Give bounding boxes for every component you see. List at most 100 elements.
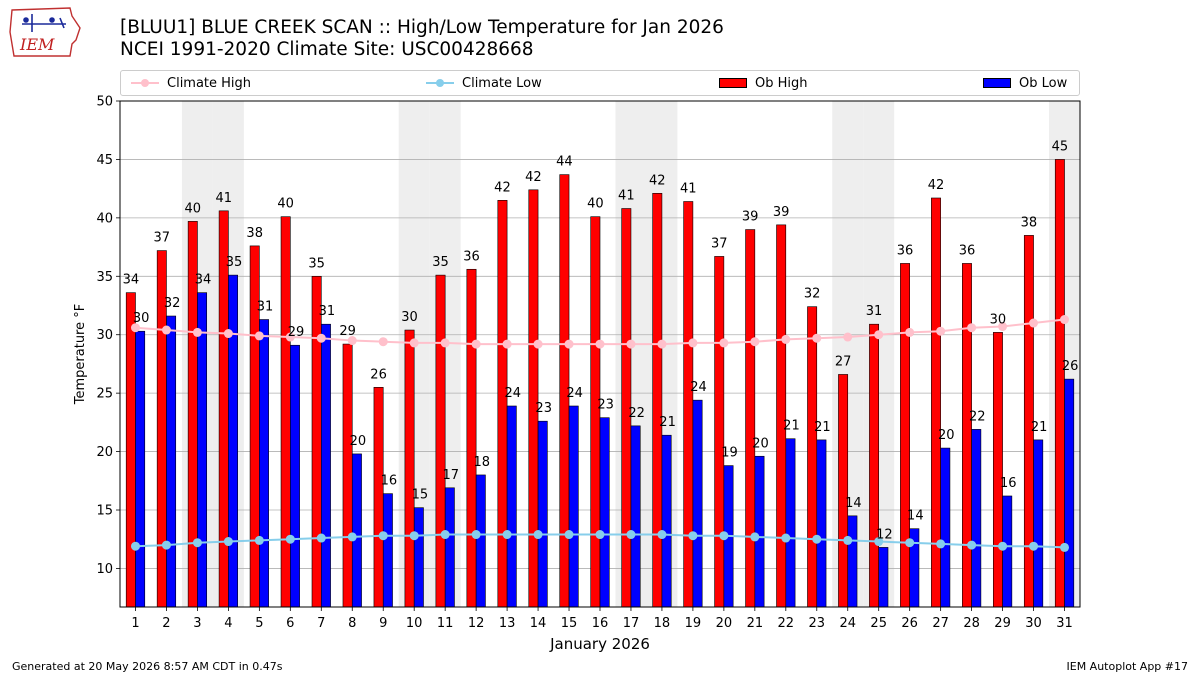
- climate-low-point: [347, 532, 357, 542]
- y-tick-label: 15: [96, 504, 113, 519]
- climate-low-point: [781, 533, 791, 543]
- chart-title: [BLUU1] BLUE CREEK SCAN :: High/Low Temp…: [120, 17, 724, 38]
- ob-high-label: 44: [556, 155, 573, 170]
- ob-high-label: 31: [866, 304, 883, 319]
- ob-high-bar: [342, 343, 353, 608]
- ob-high-bar: [373, 387, 384, 608]
- x-tick-label: 25: [870, 616, 887, 631]
- x-tick-label: 9: [379, 616, 387, 631]
- ob-high-bar: [900, 263, 910, 608]
- climate-high-point: [874, 330, 884, 340]
- climate-low-point: [502, 530, 512, 540]
- ob-high-bar: [962, 263, 972, 608]
- x-tick-label: 22: [778, 616, 795, 631]
- climate-low-point: [936, 539, 946, 549]
- x-tick-label: 24: [839, 616, 856, 631]
- ob-high-label: 38: [1021, 215, 1038, 230]
- ob-high-bar: [869, 323, 880, 608]
- ob-low-label: 22: [969, 409, 986, 424]
- climate-high-point: [409, 338, 419, 348]
- iem-logo-text: IEM: [19, 35, 55, 54]
- climate-high-line-icon: [131, 79, 159, 87]
- iowa-state-outline: [9, 7, 81, 57]
- climate-high-point: [378, 337, 388, 347]
- ob-low-label: 24: [690, 380, 707, 395]
- autoplot-app-label: IEM Autoplot App #17: [1066, 660, 1189, 673]
- climate-low-point: [378, 531, 388, 541]
- legend-label-climate-low: Climate Low: [462, 75, 542, 91]
- climate-high-point: [471, 339, 481, 349]
- y-tick-label: 50: [96, 95, 113, 110]
- x-tick-label: 13: [499, 616, 516, 631]
- ob-low-bar: [320, 323, 331, 608]
- ob-high-label: 40: [587, 197, 604, 212]
- climate-low-point: [1060, 542, 1070, 552]
- climate-high-point: [192, 327, 202, 337]
- ob-low-bar: [537, 420, 548, 608]
- ob-low-label: 21: [814, 420, 831, 435]
- ob-low-label: 31: [319, 304, 336, 319]
- ob-low-bar: [166, 315, 177, 608]
- climate-low-point: [130, 541, 140, 551]
- ob-low-label: 21: [1031, 420, 1048, 435]
- climate-low-point: [626, 530, 636, 540]
- ob-low-bar: [259, 319, 269, 608]
- x-tick-label: 8: [348, 616, 356, 631]
- ob-low-bar: [568, 405, 579, 608]
- ob-high-label: 41: [680, 181, 697, 196]
- x-tick-label: 3: [193, 616, 201, 631]
- ob-low-label: 14: [907, 509, 924, 524]
- ob-high-bar: [497, 200, 508, 608]
- x-axis-label: January 2026: [549, 635, 650, 653]
- y-tick-label: 25: [96, 387, 113, 402]
- climate-high-point: [1029, 318, 1039, 328]
- legend-item-ob-low: Ob Low: [983, 71, 1067, 95]
- x-tick-label: 19: [685, 616, 702, 631]
- climate-low-point: [192, 538, 202, 548]
- climate-low-point: [905, 538, 915, 548]
- ob-high-label: 40: [185, 201, 202, 216]
- ob-low-label: 24: [566, 386, 583, 401]
- climate-high-point: [595, 339, 605, 349]
- y-tick-label: 10: [96, 562, 113, 577]
- ob-low-label: 15: [412, 488, 429, 503]
- x-tick-label: 10: [406, 616, 423, 631]
- climate-high-point: [657, 339, 667, 349]
- ob-high-label: 42: [525, 170, 542, 185]
- ob-high-bar: [838, 374, 849, 608]
- ob-low-label: 35: [226, 255, 243, 270]
- climate-high-point: [223, 329, 233, 339]
- ob-low-bar: [1064, 378, 1075, 608]
- ob-high-label: 27: [835, 354, 852, 369]
- ob-high-label: 38: [246, 226, 263, 241]
- climate-low-point: [161, 540, 171, 550]
- climate-low-point: [967, 540, 977, 550]
- ob-low-label: 20: [350, 434, 367, 449]
- x-tick-label: 5: [255, 616, 263, 631]
- climate-low-point: [595, 530, 605, 540]
- ob-high-bar: [714, 256, 725, 608]
- legend-label-climate-high: Climate High: [167, 75, 252, 91]
- ob-low-label: 30: [133, 311, 150, 326]
- ob-low-label: 24: [504, 386, 521, 401]
- x-tick-label: 16: [592, 616, 609, 631]
- ob-high-label: 42: [649, 173, 666, 188]
- legend-item-ob-high: Ob High: [719, 71, 808, 95]
- ob-low-bar: [1033, 439, 1044, 608]
- ob-low-label: 31: [257, 300, 274, 315]
- y-tick-label: 30: [96, 328, 113, 343]
- climate-high-point: [719, 338, 729, 348]
- ob-low-label: 29: [288, 325, 305, 340]
- climate-low-point: [254, 535, 264, 545]
- ob-high-label: 45: [1052, 139, 1069, 154]
- ob-low-bar: [382, 493, 393, 608]
- climate-high-point: [130, 323, 140, 333]
- ob-low-label: 14: [845, 496, 862, 511]
- ob-high-label: 36: [897, 243, 914, 258]
- ob-low-bar: [135, 330, 146, 608]
- climate-low-point: [440, 530, 450, 540]
- ob-high-bar: [992, 332, 1003, 608]
- ob-high-label: 42: [494, 180, 511, 195]
- x-tick-label: 1: [131, 616, 139, 631]
